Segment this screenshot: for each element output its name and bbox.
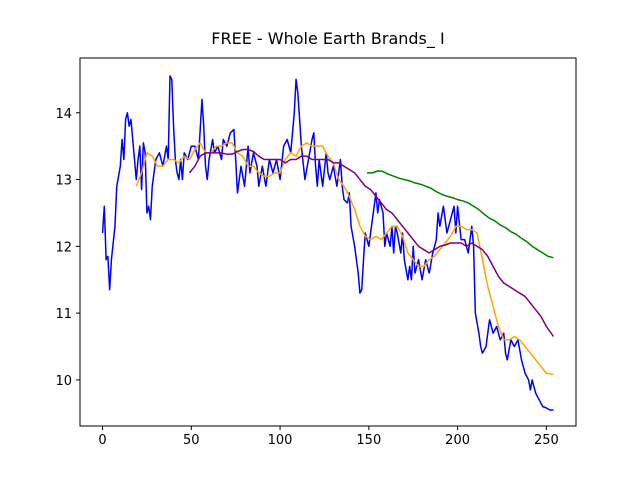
y-tick-label: 11 [55,307,72,322]
chart-title: FREE - Whole Earth Brands_ I [211,29,444,49]
x-tick-label: 50 [183,433,200,448]
line [367,170,554,259]
x-tick-label: 250 [534,433,559,448]
line [188,148,555,337]
y-tick-label: 10 [55,374,72,389]
x-tick-label: 100 [268,433,293,448]
x-tick-label: 0 [98,433,106,448]
y-tick-label: 13 [55,174,72,189]
x-tick-label: 150 [356,433,381,448]
x-tick-label: 200 [445,433,470,448]
y-tick-label: 14 [55,107,72,122]
plot-frame [79,57,577,427]
y-tick-label: 12 [55,240,72,255]
